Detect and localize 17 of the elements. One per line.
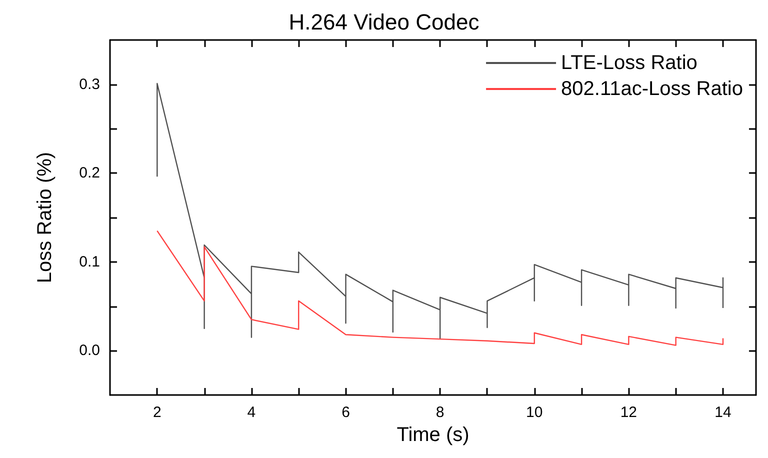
x-tick-label: 4 — [247, 404, 256, 421]
legend-label: 802.11ac-Loss Ratio — [561, 78, 744, 100]
x-tick-label: 2 — [152, 404, 162, 421]
chart-title: H.264 Video Codec — [288, 10, 480, 34]
y-tick-label: 0.2 — [79, 164, 100, 182]
x-tick-label: 6 — [342, 404, 350, 421]
legend-label: LTE-Loss Ratio — [561, 52, 698, 74]
x-tick-label: 8 — [436, 404, 444, 421]
y-axis-title: Loss Ratio (%) — [34, 152, 56, 284]
x-tick-label: 12 — [620, 404, 638, 421]
x-tick-label: 14 — [714, 404, 732, 421]
x-axis-title: Time (s) — [396, 424, 470, 446]
x-tick-label: 10 — [526, 404, 543, 421]
y-tick-label: 0.0 — [79, 342, 100, 360]
y-tick-label: 0.3 — [79, 76, 100, 93]
y-tick-label: 0.1 — [79, 253, 100, 270]
line-series — [156, 230, 724, 346]
